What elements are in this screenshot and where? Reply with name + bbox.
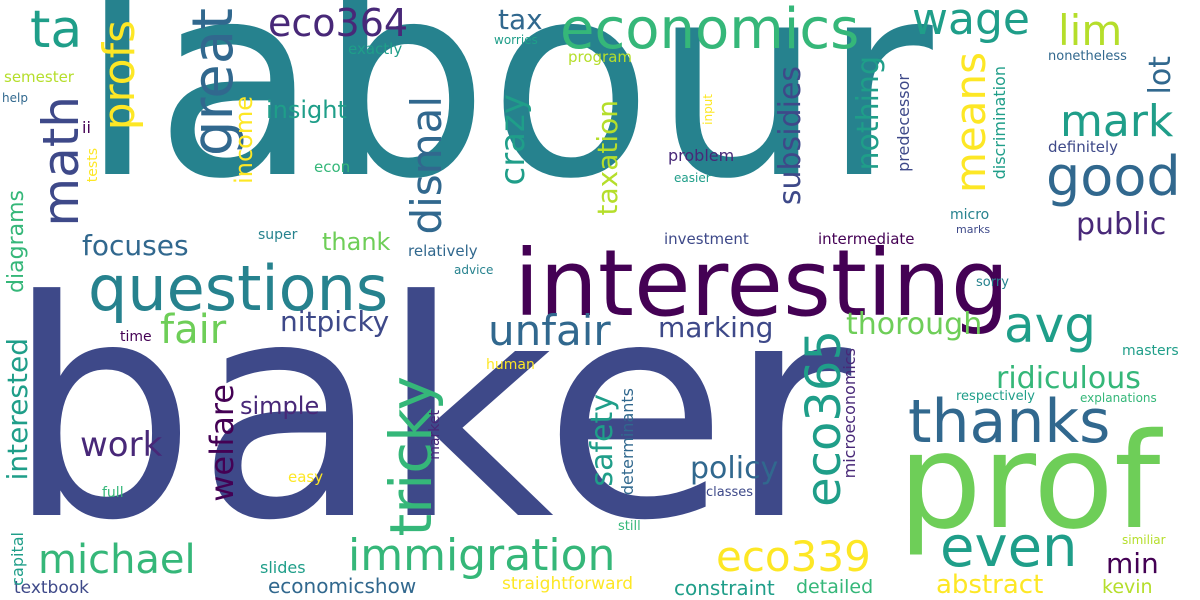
word-relatively: relatively	[408, 242, 478, 260]
word-nothing: nothing	[851, 56, 886, 171]
word-classes: classes	[706, 485, 754, 500]
word-lot: lot	[1143, 56, 1178, 95]
word-focuses: focuses	[82, 229, 189, 262]
word-work: work	[80, 425, 163, 465]
word-interesting: interesting	[514, 230, 1010, 337]
word-min: min	[1106, 547, 1159, 580]
word-economicshow: economicshow	[268, 574, 417, 598]
word-sorry: sorry	[976, 275, 1009, 290]
word-microeconomics: microeconomics	[840, 348, 859, 479]
word-dismal: dismal	[402, 96, 451, 235]
word-eco364: eco364	[268, 1, 409, 45]
word-interested: interested	[1, 338, 34, 481]
word-exactly: exactly	[348, 40, 403, 58]
word-tests: tests	[85, 148, 101, 183]
word-crazy: crazy	[493, 94, 533, 186]
word-welfare: welfare	[203, 384, 241, 502]
word-policy: policy	[690, 451, 779, 486]
word-explanations: explanations	[1080, 391, 1157, 405]
word-similiar: similiar	[1122, 533, 1166, 547]
word-investment: investment	[664, 230, 749, 248]
word-marking: marking	[658, 311, 774, 344]
word-nitpicky: nitpicky	[280, 305, 390, 338]
word-program: program	[568, 48, 633, 66]
word-tax: tax	[498, 3, 543, 36]
word-straightforward: straightforward	[502, 574, 634, 594]
word-labour: labour	[80, 0, 933, 238]
word-ta: ta	[30, 0, 83, 60]
word-thank: thank	[322, 228, 391, 256]
word-constraint: constraint	[674, 576, 775, 600]
word-lim: lim	[1058, 6, 1123, 55]
word-baker: baker	[6, 237, 852, 586]
word-marks: marks	[956, 223, 991, 236]
word-textbook: textbook	[14, 578, 89, 598]
word-ridiculous: ridiculous	[996, 361, 1141, 396]
word-taxation: taxation	[591, 100, 624, 216]
word-income: income	[230, 96, 258, 184]
word-insight: insight	[266, 96, 347, 124]
word-input: input	[701, 94, 715, 125]
word-problem: problem	[668, 146, 735, 165]
word-detailed: detailed	[796, 576, 874, 598]
word-semester: semester	[4, 68, 74, 86]
word-ii: ii	[82, 118, 91, 137]
word-discrimination: discrimination	[990, 66, 1009, 180]
word-masters: masters	[1122, 343, 1179, 359]
word-unfair: unfair	[488, 306, 611, 355]
word-economics: economics	[560, 0, 860, 62]
word-capital: capital	[8, 532, 27, 586]
word-immigration: immigration	[348, 530, 616, 581]
word-thorough: thorough	[846, 307, 983, 342]
word-easier: easier	[674, 171, 711, 185]
word-public: public	[1076, 207, 1167, 242]
word-profs: profs	[94, 20, 145, 131]
word-still: still	[618, 519, 641, 534]
word-definitely: definitely	[1048, 138, 1119, 156]
word-eco339: eco339	[716, 532, 871, 581]
word-avg: avg	[1004, 296, 1096, 354]
word-kevin: kevin	[1102, 576, 1153, 598]
word-michael: michael	[38, 537, 196, 583]
word-predecessor: predecessor	[894, 74, 913, 172]
word-prof: prof	[898, 405, 1161, 559]
word-advice: advice	[454, 263, 494, 277]
word-simple: simple	[240, 392, 320, 420]
word-full: full	[102, 485, 124, 501]
word-good: good	[1046, 145, 1181, 208]
word-time: time	[120, 329, 152, 345]
word-subsidies: subsidies	[773, 66, 808, 206]
word-wage: wage	[912, 0, 1030, 45]
word-fair: fair	[160, 307, 227, 353]
word-abstract: abstract	[936, 570, 1044, 600]
word-easy: easy	[288, 468, 324, 486]
word-even: even	[940, 515, 1078, 580]
word-help: help	[2, 91, 28, 105]
word-determinants: determinants	[618, 388, 637, 496]
word-slides: slides	[260, 558, 306, 577]
word-intermediate: intermediate	[818, 230, 915, 248]
word-math: math	[32, 96, 90, 227]
word-means: means	[946, 52, 995, 193]
word-human: human	[486, 357, 535, 373]
word-nonetheless: nonetheless	[1048, 49, 1127, 64]
word-econ: econ	[314, 158, 351, 176]
word-thanks: thanks	[908, 387, 1111, 457]
word-questions: questions	[88, 252, 389, 325]
word-super: super	[258, 227, 298, 243]
word-safety: safety	[585, 394, 620, 487]
word-respectively: respectively	[956, 389, 1035, 404]
word-micro: micro	[950, 207, 990, 223]
word-worries: worries	[494, 33, 538, 47]
word-market: market	[427, 410, 443, 460]
word-diagrams: diagrams	[4, 190, 29, 293]
word-mark: mark	[1060, 96, 1174, 147]
